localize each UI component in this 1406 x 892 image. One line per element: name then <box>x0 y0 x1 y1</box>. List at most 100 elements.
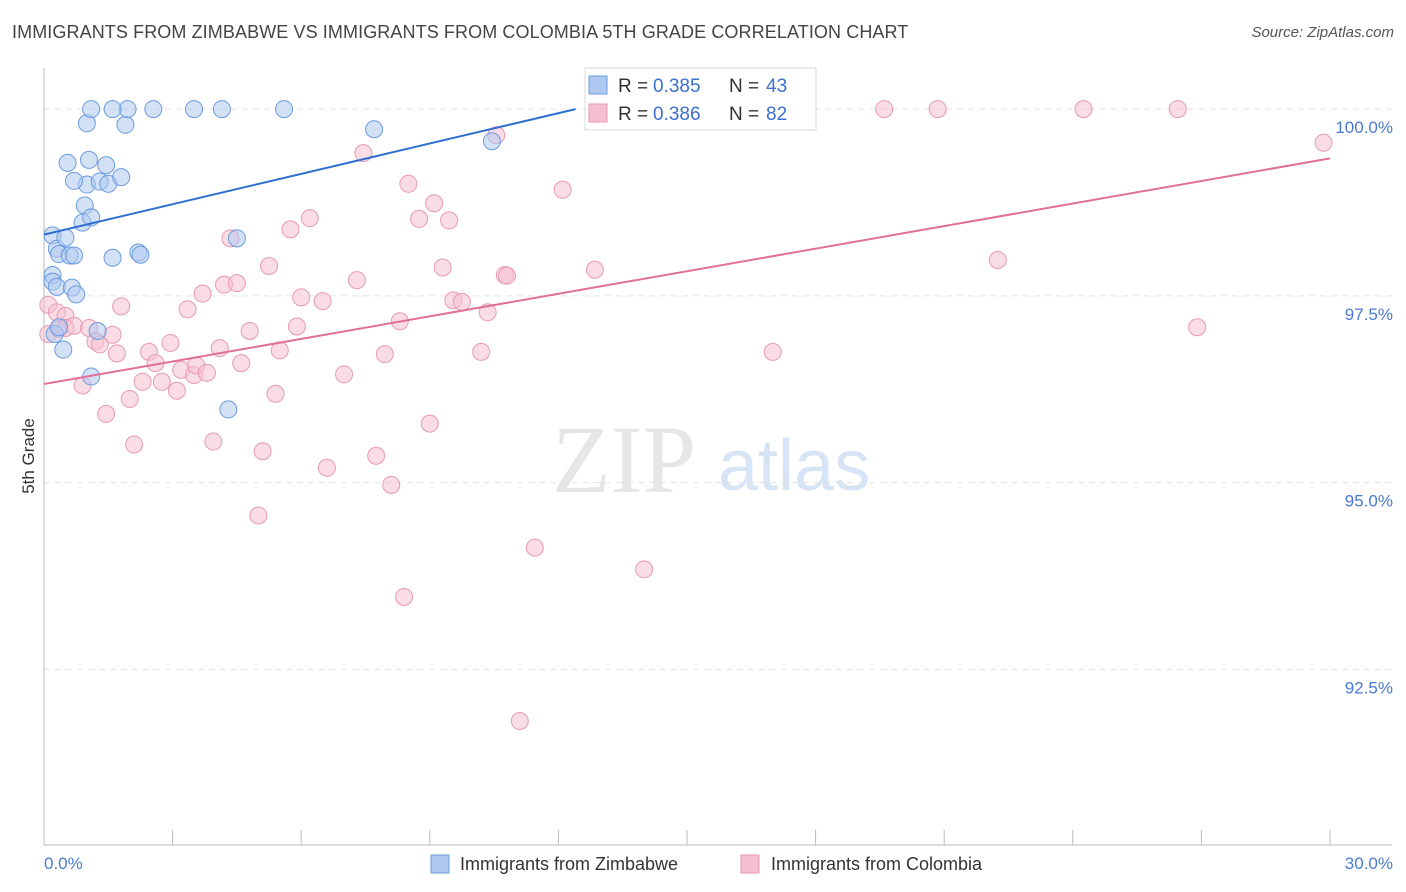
axes <box>43 68 1392 846</box>
colombia-point <box>266 384 285 403</box>
legend-n-label-colombia: N = <box>729 104 759 125</box>
colombia-point <box>260 256 279 275</box>
zimbabwe-point <box>103 100 122 119</box>
bottom-legend-label-colombia: Immigrants from Colombia <box>771 854 983 874</box>
legend-n-label-zimbabwe: N = <box>729 76 759 97</box>
colombia-point <box>107 344 126 363</box>
bottom-legend-swatch-colombia <box>740 854 760 874</box>
colombia-point <box>178 300 197 319</box>
legend-r-label-colombia: R = <box>618 104 648 125</box>
series-legend: Immigrants from Zimbabwe Immigrants from… <box>430 854 983 874</box>
colombia-point <box>313 292 332 311</box>
colombia-point <box>65 316 84 335</box>
colombia-point <box>510 711 529 730</box>
x-tick-labels: 0.0% 30.0% <box>44 854 1393 873</box>
colombia-point <box>478 303 497 322</box>
colombia-point <box>167 381 186 400</box>
colombia-point <box>125 435 144 454</box>
colombia-point <box>395 587 414 606</box>
zimbabwe-point <box>82 100 101 119</box>
colombia-point <box>433 258 452 277</box>
colombia-point <box>497 266 516 285</box>
colombia-point <box>292 288 311 307</box>
legend-swatch-zimbabwe <box>588 75 608 95</box>
colombia-point <box>1188 318 1207 337</box>
colombia-points <box>39 100 1333 730</box>
colombia-point <box>988 251 1007 270</box>
colombia-point <box>152 372 171 391</box>
zimbabwe-point <box>97 156 116 175</box>
y-tick-label: 95.0% <box>1345 492 1393 511</box>
colombia-point <box>249 506 268 525</box>
legend-r-value-zimbabwe: 0.385 <box>653 76 701 97</box>
colombia-point <box>585 260 604 279</box>
zimbabwe-point <box>58 153 77 172</box>
zimbabwe-point <box>212 100 231 119</box>
stats-legend-box <box>584 67 817 131</box>
bottom-legend-label-zimbabwe: Immigrants from Zimbabwe <box>460 854 678 874</box>
colombia-point <box>425 194 444 213</box>
zimbabwe-point <box>131 245 150 264</box>
colombia-point <box>204 432 223 451</box>
colombia-point <box>399 174 418 193</box>
colombia-point <box>472 342 491 361</box>
zimbabwe-point <box>365 120 384 139</box>
y-tick-labels: 100.0% 97.5% 95.0% 92.5% <box>1335 118 1393 697</box>
colombia-point <box>763 342 782 361</box>
bottom-legend-swatch-zimbabwe <box>430 854 450 874</box>
gridlines <box>44 108 1392 670</box>
colombia-point <box>97 404 116 423</box>
x-tick-label: 30.0% <box>1345 854 1393 873</box>
watermark-atlas: atlas <box>718 426 870 506</box>
colombia-point <box>103 325 122 344</box>
chart-title: IMMIGRANTS FROM ZIMBABWE VS IMMIGRANTS F… <box>12 22 909 42</box>
colombia-point <box>240 321 259 340</box>
zimbabwe-point <box>144 100 163 119</box>
colombia-point <box>112 297 131 316</box>
trend-lines <box>43 108 1331 386</box>
colombia-point <box>197 363 216 382</box>
colombia-point <box>1168 100 1187 119</box>
colombia-point <box>452 292 471 311</box>
zimbabwe-point <box>275 100 294 119</box>
zimbabwe-point <box>47 277 66 296</box>
colombia-point <box>410 209 429 228</box>
watermark-zip: ZIP <box>552 406 696 513</box>
source-credit: Source: ZipAtlas.com <box>1251 24 1394 41</box>
y-tick-label: 92.5% <box>1345 678 1393 697</box>
colombia-point <box>193 284 212 303</box>
zimbabwe-point <box>482 132 501 151</box>
colombia-point <box>375 345 394 364</box>
colombia-point <box>133 372 152 391</box>
colombia-point <box>281 220 300 239</box>
colombia-point <box>635 560 654 579</box>
colombia-point <box>382 475 401 494</box>
colombia-point <box>227 274 246 293</box>
colombia-point <box>1314 133 1333 152</box>
colombia-point <box>420 414 439 433</box>
zimbabwe-point <box>88 321 107 340</box>
watermark: ZIP atlas <box>552 406 870 513</box>
zimbabwe-point <box>65 171 84 190</box>
stats-legend: R = 0.385 N = 43 R = 0.386 N = 82 <box>584 67 817 131</box>
colombia-point <box>367 446 386 465</box>
colombia-point <box>875 100 894 119</box>
colombia-point <box>120 389 139 408</box>
x-tick-label: 0.0% <box>44 854 83 873</box>
zimbabwe-point <box>54 340 73 359</box>
legend-r-value-colombia: 0.386 <box>653 104 701 125</box>
zimbabwe-point <box>80 150 99 169</box>
colombia-point <box>317 458 336 477</box>
y-tick-label: 100.0% <box>1335 118 1393 137</box>
legend-swatch-colombia <box>588 103 608 123</box>
colombia-point <box>335 365 354 384</box>
zimbabwe-point <box>219 400 238 419</box>
zimbabwe-point <box>67 285 86 304</box>
colombia-point <box>161 333 180 352</box>
legend-n-value-colombia: 82 <box>766 104 787 125</box>
colombia-point <box>525 538 544 557</box>
colombia-point <box>300 209 319 228</box>
colombia-point <box>1074 100 1093 119</box>
colombia-point <box>553 180 572 199</box>
